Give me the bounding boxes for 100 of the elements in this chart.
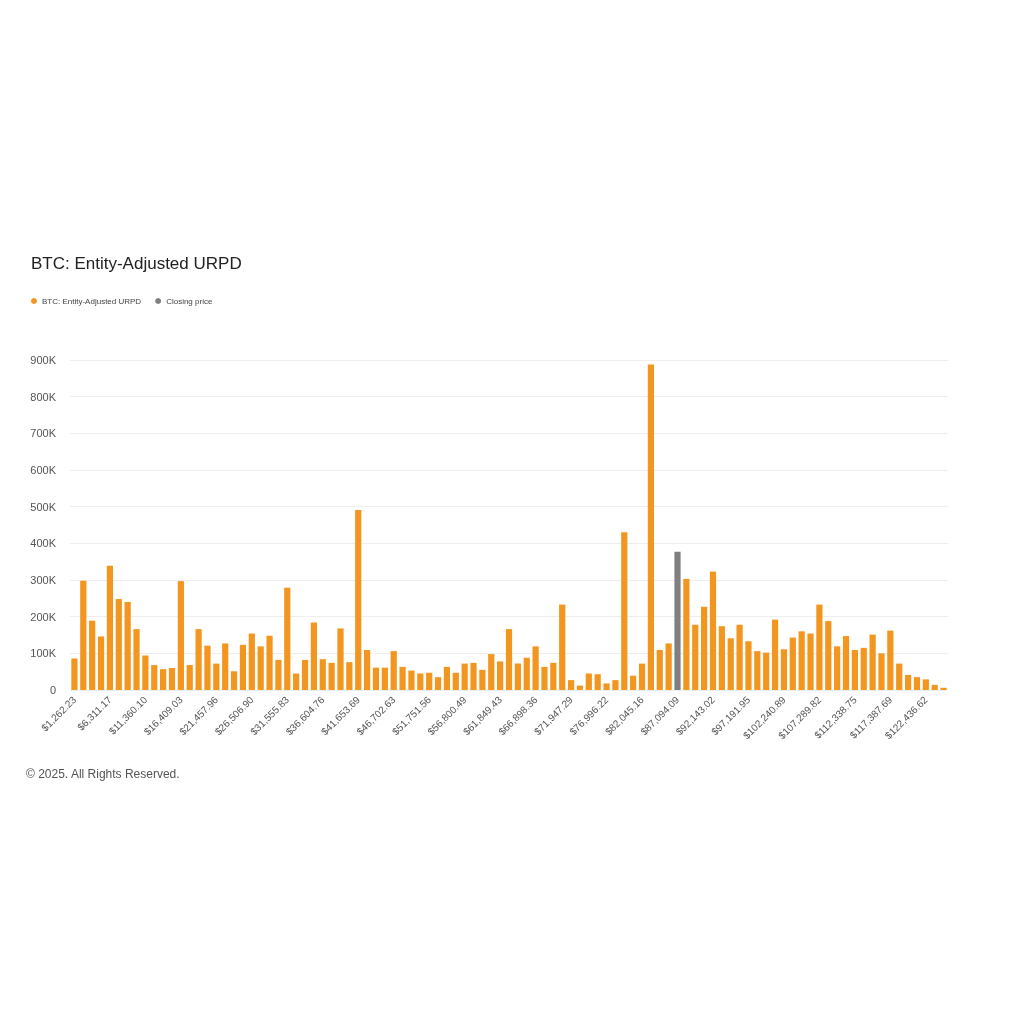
bar bbox=[887, 630, 894, 690]
bar bbox=[860, 647, 867, 690]
bar bbox=[328, 662, 335, 690]
bar bbox=[97, 636, 105, 690]
y-tick-label: 100K bbox=[30, 647, 57, 660]
bar bbox=[922, 679, 929, 690]
y-tick-label: 400K bbox=[30, 537, 57, 550]
y-tick-label: 600K bbox=[30, 464, 57, 476]
bar bbox=[585, 673, 592, 690]
bar bbox=[213, 663, 220, 690]
bar bbox=[319, 659, 326, 690]
bar bbox=[470, 662, 477, 690]
bar bbox=[310, 622, 317, 690]
y-tick-label: 200K bbox=[30, 610, 57, 623]
bar bbox=[364, 650, 371, 690]
bar bbox=[621, 532, 628, 690]
bar bbox=[550, 662, 557, 690]
bar bbox=[647, 364, 654, 690]
bar bbox=[709, 571, 717, 690]
bar bbox=[603, 683, 610, 690]
y-tick-label: 900K bbox=[30, 354, 57, 366]
bar bbox=[248, 633, 255, 690]
bar bbox=[204, 645, 211, 690]
bar bbox=[532, 646, 539, 690]
bar bbox=[834, 646, 841, 690]
bar bbox=[239, 644, 247, 690]
bar bbox=[594, 674, 601, 690]
bar bbox=[745, 641, 752, 690]
legend-label: Closing price bbox=[166, 296, 213, 306]
bar bbox=[674, 551, 681, 690]
bar bbox=[355, 509, 362, 690]
bar bbox=[443, 666, 451, 690]
bar bbox=[337, 628, 344, 690]
bar bbox=[301, 659, 309, 690]
bar bbox=[479, 669, 486, 690]
bar bbox=[727, 638, 734, 690]
bar bbox=[426, 672, 433, 690]
bar bbox=[222, 643, 229, 690]
bar bbox=[567, 680, 575, 690]
bar bbox=[399, 666, 406, 690]
bar bbox=[257, 646, 264, 690]
bar bbox=[559, 604, 566, 690]
bar bbox=[736, 624, 743, 690]
bar bbox=[869, 634, 876, 690]
bar bbox=[851, 650, 858, 690]
bar bbox=[372, 667, 380, 690]
bar bbox=[505, 629, 513, 690]
bar bbox=[71, 658, 78, 690]
bar bbox=[683, 578, 690, 690]
bar bbox=[931, 684, 938, 690]
bar bbox=[638, 663, 646, 690]
bar bbox=[230, 671, 238, 690]
bar bbox=[612, 680, 619, 690]
bar bbox=[780, 649, 788, 690]
bar bbox=[825, 621, 832, 690]
y-tick-label: 700K bbox=[30, 427, 57, 440]
bar bbox=[514, 663, 521, 690]
bar bbox=[754, 651, 761, 690]
bar bbox=[913, 677, 921, 690]
bar bbox=[417, 673, 424, 690]
chart-title: BTC: Entity-Adjusted URPD bbox=[31, 254, 242, 273]
bar bbox=[656, 650, 663, 690]
bar bbox=[523, 657, 530, 690]
bar bbox=[115, 599, 122, 690]
bar bbox=[452, 672, 459, 690]
bar bbox=[293, 673, 300, 690]
bar bbox=[168, 668, 176, 690]
bar bbox=[266, 635, 273, 690]
bar bbox=[771, 619, 779, 690]
bar bbox=[408, 670, 415, 690]
bar bbox=[842, 636, 850, 690]
bar bbox=[665, 643, 672, 690]
bar bbox=[940, 687, 947, 690]
bar bbox=[798, 631, 805, 690]
bar bbox=[434, 677, 442, 690]
bar bbox=[497, 661, 504, 690]
bar bbox=[151, 665, 158, 690]
bar bbox=[284, 587, 291, 690]
bar bbox=[124, 602, 131, 690]
bar bbox=[701, 606, 708, 690]
bar bbox=[878, 653, 885, 690]
bar bbox=[381, 667, 388, 690]
y-tick-label: 0 bbox=[49, 684, 56, 696]
bar bbox=[142, 655, 149, 690]
bar bbox=[177, 581, 184, 690]
bar bbox=[541, 666, 548, 690]
bar bbox=[896, 663, 903, 690]
bar bbox=[630, 675, 637, 690]
legend-label: BTC: Entity-Adjusted URPD bbox=[42, 296, 142, 306]
bar bbox=[816, 604, 823, 690]
bar bbox=[390, 651, 397, 690]
y-tick-label: 300K bbox=[30, 574, 57, 586]
bar bbox=[80, 580, 87, 690]
bar bbox=[763, 652, 770, 690]
bar bbox=[461, 663, 468, 690]
bar bbox=[89, 620, 96, 690]
bar bbox=[346, 662, 353, 690]
bar bbox=[718, 626, 725, 690]
bar bbox=[692, 624, 699, 690]
bar bbox=[186, 665, 193, 690]
